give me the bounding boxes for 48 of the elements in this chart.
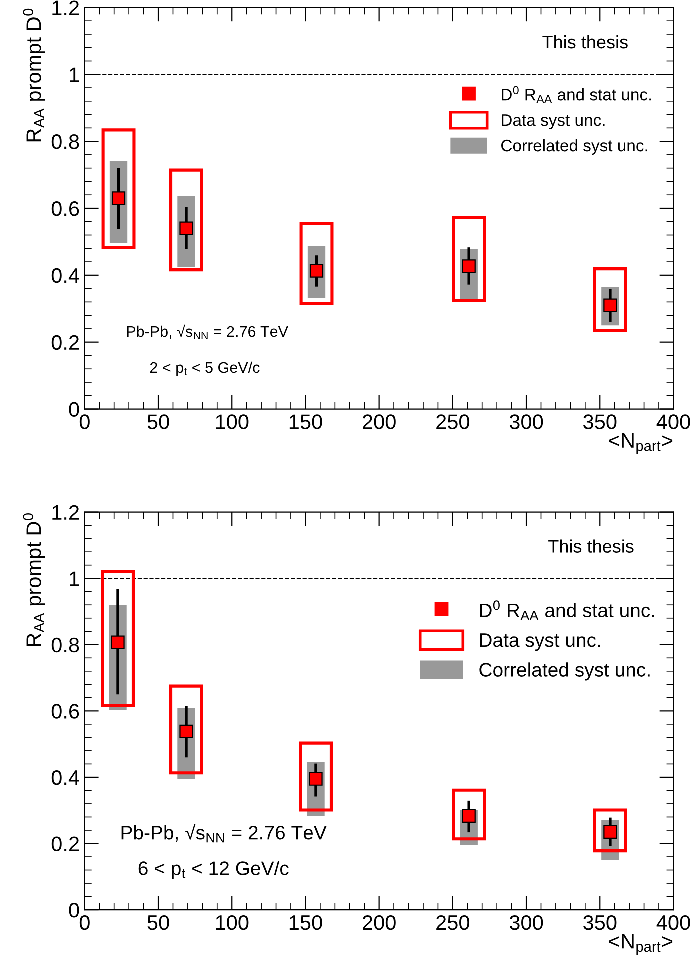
annotation: 6 < p$_{t}$ < 12 GeV/c	[138, 861, 289, 880]
y-axis-title: R$_{AA}$ prompt D$^{0}$	[23, 8, 46, 142]
y-axis-title: R$_{AA}$ prompt D$^{0}$	[23, 514, 46, 646]
x-tick-label: 200	[362, 915, 396, 930]
x-tick-label: 200	[362, 414, 396, 430]
y-tick-label: 0.2	[52, 836, 80, 852]
legend-label: Correlated syst unc.	[480, 662, 650, 681]
x-axis-title: <N$_{part}$>	[609, 434, 673, 454]
annotation: This thesis	[548, 540, 634, 553]
y-tick-label: 0	[69, 903, 80, 918]
legend-label: D$^{0}$ R$_{AA}$ and stat unc.	[480, 600, 654, 620]
x-tick-label: 50	[148, 915, 170, 930]
x-tick-label: 50	[148, 414, 170, 430]
y-tick-label: 1	[70, 572, 80, 586]
x-tick-label: 300	[510, 915, 544, 930]
y-tick-label: 0	[69, 402, 80, 418]
x-tick-label: 300	[510, 414, 544, 430]
y-tick-label: 0.2	[52, 335, 80, 350]
legend-label: Data syst unc.	[480, 634, 600, 652]
legend-label: Data syst unc.	[502, 114, 605, 130]
y-tick-label: 1.2	[52, 0, 80, 16]
x-tick-label: 350	[584, 915, 617, 930]
x-tick-label: 150	[290, 915, 322, 930]
y-tick-label: 1	[70, 68, 80, 82]
x-tick-label: 150	[290, 414, 322, 430]
x-tick-label: 250	[436, 915, 470, 930]
annotation: Pb-Pb, √s$_{NN}$ = 2.76 TeV	[122, 824, 327, 843]
y-tick-label: 0.6	[52, 201, 80, 216]
y-tick-label: 0.4	[52, 770, 80, 786]
y-tick-label: 0.4	[52, 268, 80, 284]
annotation: 2 < p$_{t}$ < 5 GeV/c	[150, 362, 260, 376]
y-tick-label: 0.6	[52, 704, 80, 719]
x-tick-label: 100	[216, 915, 249, 930]
annotation: This thesis	[542, 35, 628, 49]
x-tick-label: 400	[656, 414, 690, 430]
x-tick-label: 250	[436, 414, 470, 430]
x-axis-title: <N$_{part}$>	[609, 934, 673, 955]
y-tick-label: 1.2	[52, 505, 80, 520]
y-tick-label: 0.8	[52, 638, 80, 653]
x-tick-label: 0	[80, 915, 90, 930]
annotation: Pb-Pb, √s$_{NN}$ = 2.76 TeV	[127, 324, 288, 340]
y-tick-label: 0.8	[52, 134, 80, 150]
legend-label: D$^{0}$ R$_{AA}$ and stat unc.	[502, 86, 652, 104]
x-tick-label: 100	[216, 414, 249, 430]
x-tick-label: 350	[584, 414, 617, 430]
x-tick-label: 0	[80, 414, 90, 430]
legend-label: Correlated syst unc.	[502, 139, 648, 155]
x-tick-label: 400	[656, 915, 690, 930]
